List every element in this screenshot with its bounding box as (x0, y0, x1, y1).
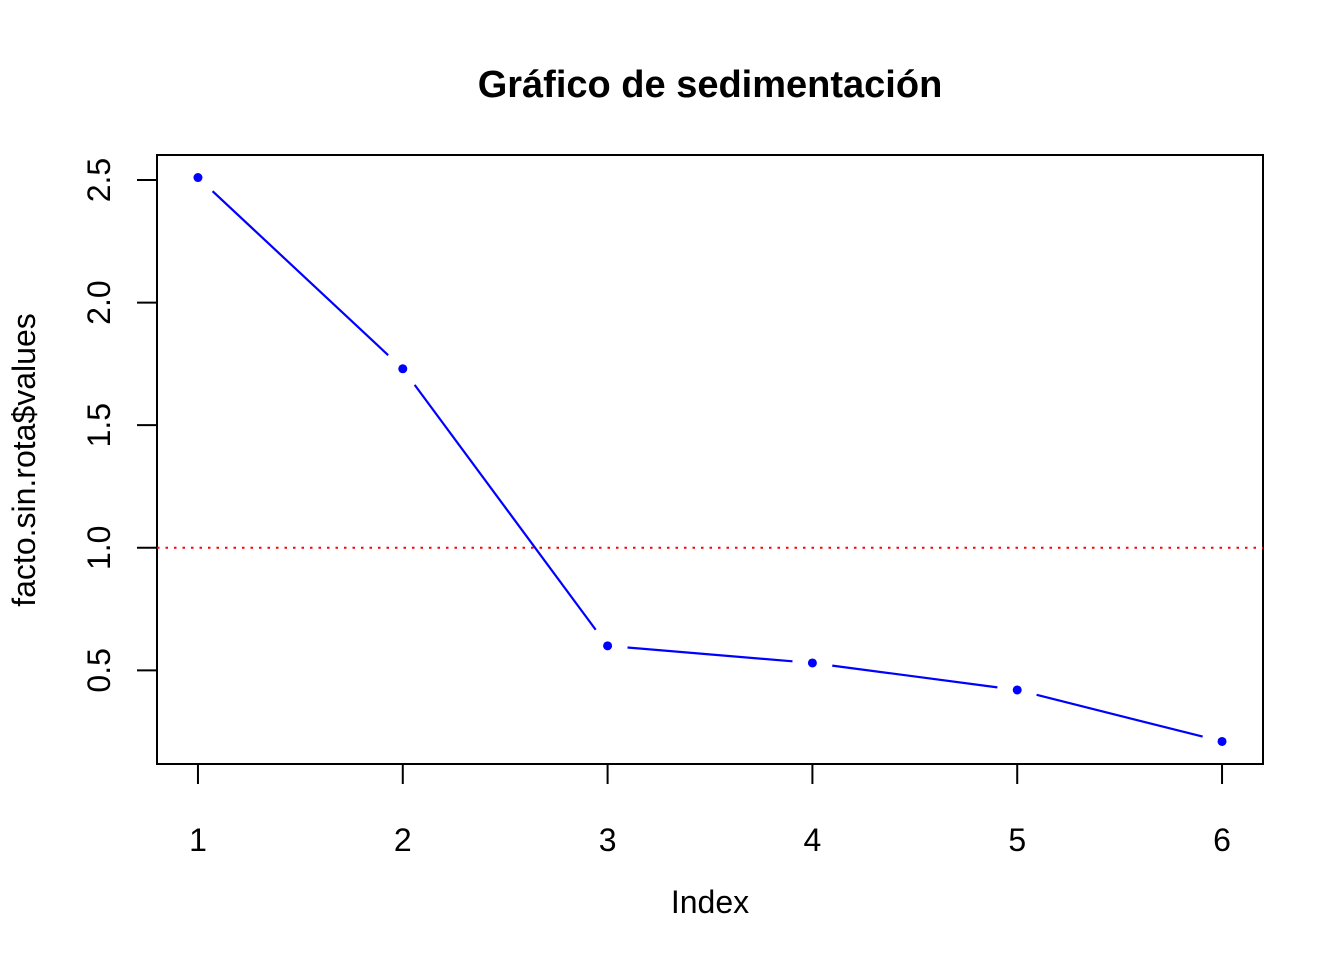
series-segment (627, 646, 793, 663)
data-point (398, 364, 408, 374)
data-point (603, 641, 613, 651)
plot-area: 1 2 3 4 5 6 0.5 1.0 1.5 2.0 2.5 (81, 154, 1264, 858)
series-segment (413, 384, 597, 631)
series-segment (832, 664, 998, 689)
y-tick-label: 2.0 (81, 280, 117, 324)
y-axis-label: facto.sin.rota$values (6, 313, 42, 607)
y-tick-label: 1.0 (81, 526, 117, 570)
chart-title: Gráfico de sedimentación (478, 64, 943, 106)
x-tick-label: 1 (189, 822, 207, 858)
data-point (1012, 685, 1022, 695)
data-point (193, 173, 203, 183)
series-segment (211, 190, 389, 356)
y-tick-label: 2.5 (81, 158, 117, 202)
y-tick-label: 0.5 (81, 648, 117, 692)
data-point (1217, 736, 1227, 746)
x-tick-label: 4 (804, 822, 822, 858)
x-tick-label: 2 (394, 822, 412, 858)
series-segment (1036, 693, 1203, 738)
x-tick-label: 3 (599, 822, 617, 858)
x-tick-label: 6 (1213, 822, 1231, 858)
x-tick-label: 5 (1008, 822, 1026, 858)
x-axis-label: Index (671, 884, 749, 920)
plot-box (156, 154, 1264, 765)
y-tick-label: 1.5 (81, 403, 117, 447)
data-point (807, 658, 817, 668)
